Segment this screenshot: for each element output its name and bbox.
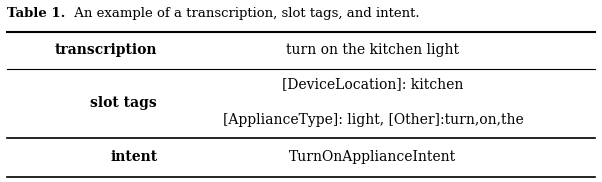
Text: slot tags: slot tags [90, 96, 157, 110]
Text: turn on the kitchen light: turn on the kitchen light [287, 43, 459, 57]
Text: TurnOnApplianceIntent: TurnOnApplianceIntent [290, 150, 456, 164]
Text: Table 1.: Table 1. [7, 7, 66, 20]
Text: transcription: transcription [55, 43, 157, 57]
Text: intent: intent [110, 150, 157, 164]
Text: [DeviceLocation]: kitchen: [DeviceLocation]: kitchen [282, 77, 464, 91]
Text: An example of a transcription, slot tags, and intent.: An example of a transcription, slot tags… [70, 7, 420, 20]
Text: [ApplianceType]: light, [Other]:turn,on,the: [ApplianceType]: light, [Other]:turn,on,… [223, 113, 523, 127]
